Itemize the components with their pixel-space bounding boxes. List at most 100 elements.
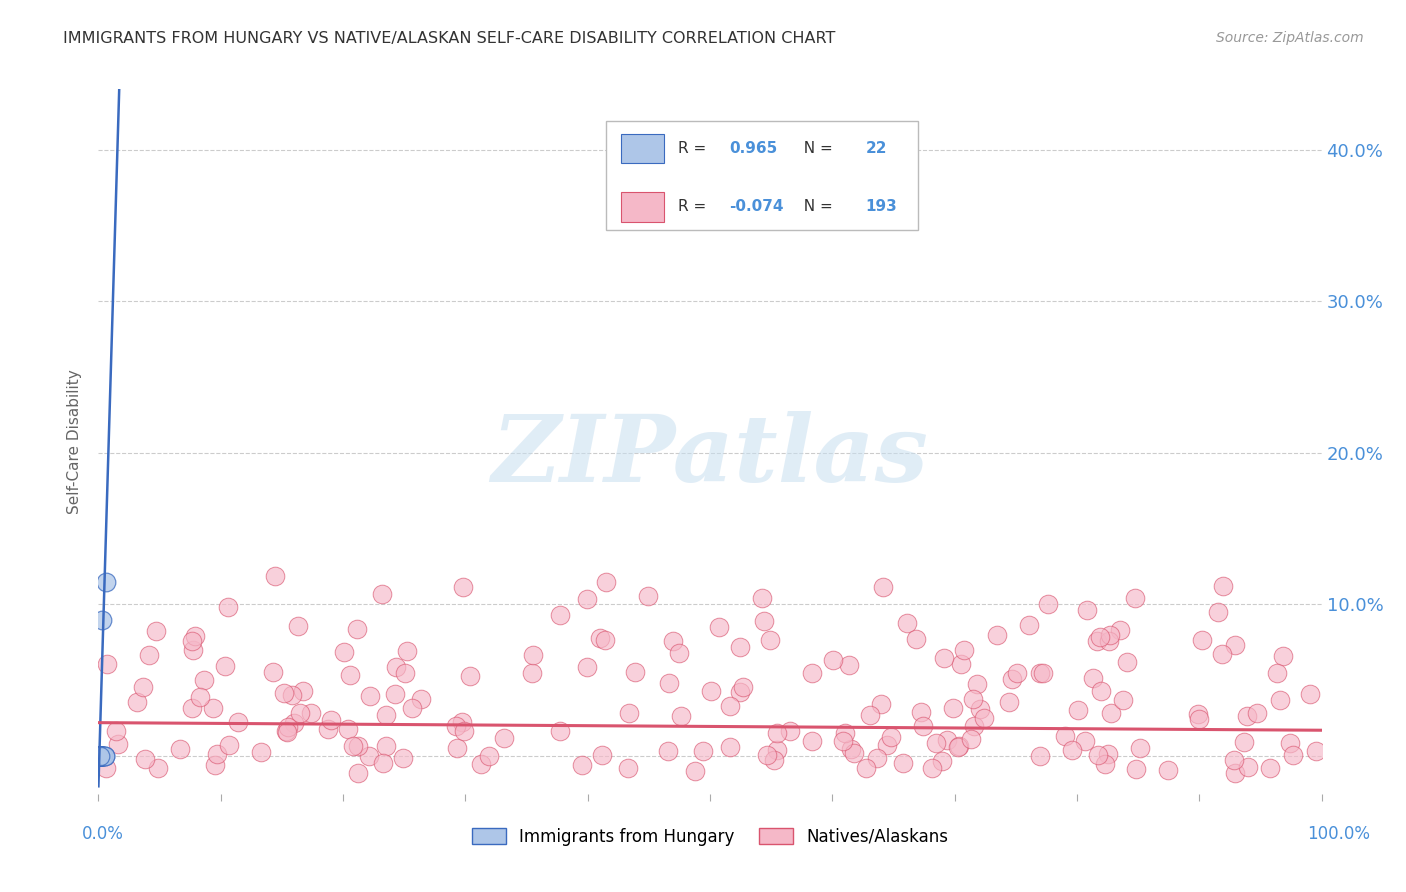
Text: Source: ZipAtlas.com: Source: ZipAtlas.com: [1216, 31, 1364, 45]
Point: [593, 633, 616, 648]
Point: [855, 761, 877, 775]
Point: [548, 724, 571, 739]
Point: [662, 634, 685, 648]
Point: [571, 758, 593, 772]
Point: [668, 646, 690, 660]
Point: [766, 726, 789, 740]
Point: [754, 614, 776, 628]
Point: [281, 688, 304, 702]
Point: [617, 761, 640, 775]
Point: [728, 684, 751, 698]
Point: [755, 747, 778, 762]
Point: [589, 631, 612, 645]
Point: [912, 719, 935, 733]
Point: [1085, 634, 1108, 648]
Point: [1299, 687, 1322, 701]
Point: [1212, 579, 1234, 593]
Point: [966, 677, 988, 691]
Point: [93, 749, 115, 764]
Point: [134, 751, 156, 765]
Text: 100.0%: 100.0%: [1308, 825, 1369, 843]
Point: [91, 613, 114, 627]
Point: [90, 749, 112, 764]
Point: [287, 619, 309, 633]
Point: [891, 756, 914, 770]
Point: [685, 764, 707, 778]
Point: [384, 687, 406, 701]
Point: [699, 683, 721, 698]
Point: [731, 680, 754, 694]
Point: [751, 591, 773, 606]
Point: [453, 724, 475, 739]
Point: [998, 695, 1021, 709]
Point: [1032, 666, 1054, 681]
Point: [963, 718, 986, 732]
Point: [969, 702, 991, 716]
Point: [1129, 741, 1152, 756]
Point: [921, 761, 943, 775]
Point: [522, 665, 544, 680]
Text: N =: N =: [794, 200, 838, 214]
Point: [1191, 632, 1213, 647]
Point: [87, 749, 110, 764]
Point: [942, 700, 965, 714]
Point: [183, 642, 205, 657]
Point: [657, 743, 679, 757]
Point: [904, 632, 927, 646]
Point: [800, 733, 823, 747]
Point: [288, 706, 311, 720]
Text: 0.965: 0.965: [730, 141, 778, 156]
Point: [339, 668, 361, 682]
Point: [299, 706, 322, 721]
Point: [1211, 647, 1233, 661]
Point: [477, 749, 499, 764]
Point: [718, 699, 741, 714]
Point: [838, 657, 860, 672]
Point: [1067, 703, 1090, 717]
Point: [401, 701, 423, 715]
Point: [1112, 693, 1135, 707]
Point: [346, 622, 368, 636]
Point: [1271, 648, 1294, 663]
Point: [1236, 709, 1258, 723]
Point: [870, 697, 893, 711]
Point: [765, 743, 787, 757]
Point: [125, 695, 148, 709]
Point: [104, 723, 127, 738]
Point: [1097, 747, 1119, 762]
FancyBboxPatch shape: [606, 121, 918, 230]
FancyBboxPatch shape: [620, 134, 664, 163]
Point: [1233, 734, 1256, 748]
Point: [1029, 665, 1052, 680]
Point: [273, 686, 295, 700]
Point: [936, 732, 959, 747]
Point: [522, 648, 544, 662]
Point: [1188, 712, 1211, 726]
Point: [859, 707, 882, 722]
Point: [470, 757, 492, 772]
Point: [866, 751, 889, 765]
Point: [718, 739, 741, 754]
Point: [1076, 603, 1098, 617]
Point: [96, 657, 118, 672]
Point: [624, 665, 647, 679]
Point: [148, 761, 170, 775]
Point: [89, 749, 111, 764]
Point: [201, 701, 224, 715]
Point: [446, 741, 468, 756]
Point: [1237, 760, 1260, 774]
Point: [193, 673, 215, 688]
Point: [319, 713, 342, 727]
Point: [316, 722, 339, 736]
Point: [181, 633, 204, 648]
Point: [374, 739, 396, 753]
Point: [1090, 630, 1112, 644]
Point: [839, 741, 862, 756]
Point: [1098, 628, 1121, 642]
Point: [1258, 761, 1281, 775]
Point: [347, 766, 370, 780]
Point: [1246, 706, 1268, 720]
Point: [276, 725, 298, 739]
Point: [1099, 706, 1122, 720]
Text: 22: 22: [865, 141, 887, 156]
